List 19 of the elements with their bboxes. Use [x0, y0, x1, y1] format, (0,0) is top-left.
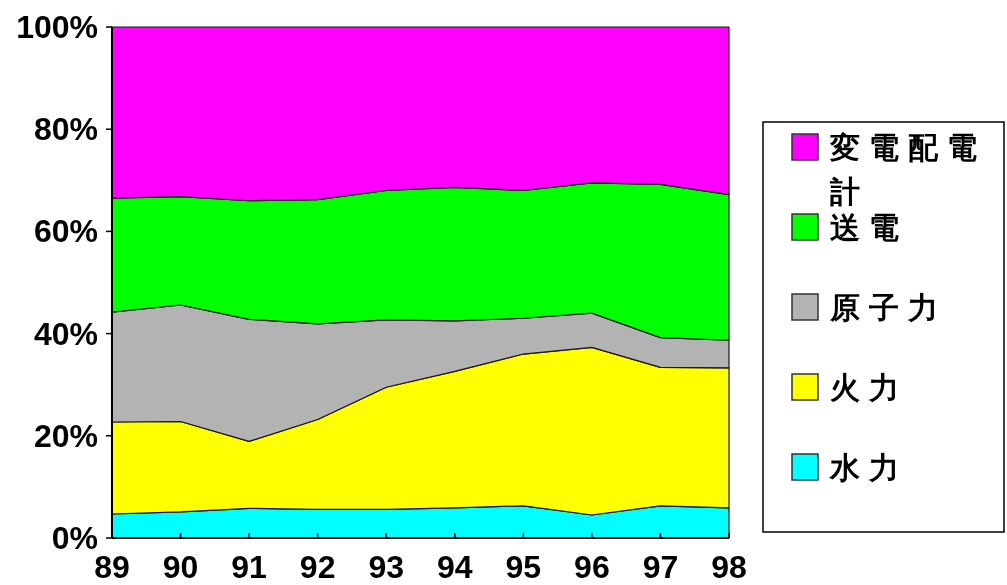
y-tick-label: 60% — [33, 213, 98, 250]
x-tick-label: 92 — [299, 549, 336, 585]
legend-label: 火力 — [830, 370, 908, 404]
x-tick-label: 94 — [437, 549, 473, 585]
x-tick-label: 91 — [231, 549, 267, 585]
y-tick-label: 80% — [33, 111, 98, 148]
x-tick-label: 95 — [505, 549, 542, 585]
x-tick-label: 96 — [574, 549, 610, 585]
x-tick-label: 93 — [368, 549, 404, 585]
legend-label: 原子力 — [830, 290, 947, 324]
x-tick-label: 98 — [711, 549, 747, 585]
legend-label: 水力 — [830, 450, 908, 484]
x-tick-label: 90 — [162, 549, 199, 585]
y-tick-label: 20% — [33, 417, 98, 454]
y-tick-label: 40% — [33, 315, 98, 352]
y-tick-label: 100% — [16, 9, 98, 45]
legend-label: 送電 — [830, 210, 908, 244]
legend-label: 変電配電計 — [830, 130, 986, 208]
x-tick-label: 97 — [642, 549, 679, 585]
